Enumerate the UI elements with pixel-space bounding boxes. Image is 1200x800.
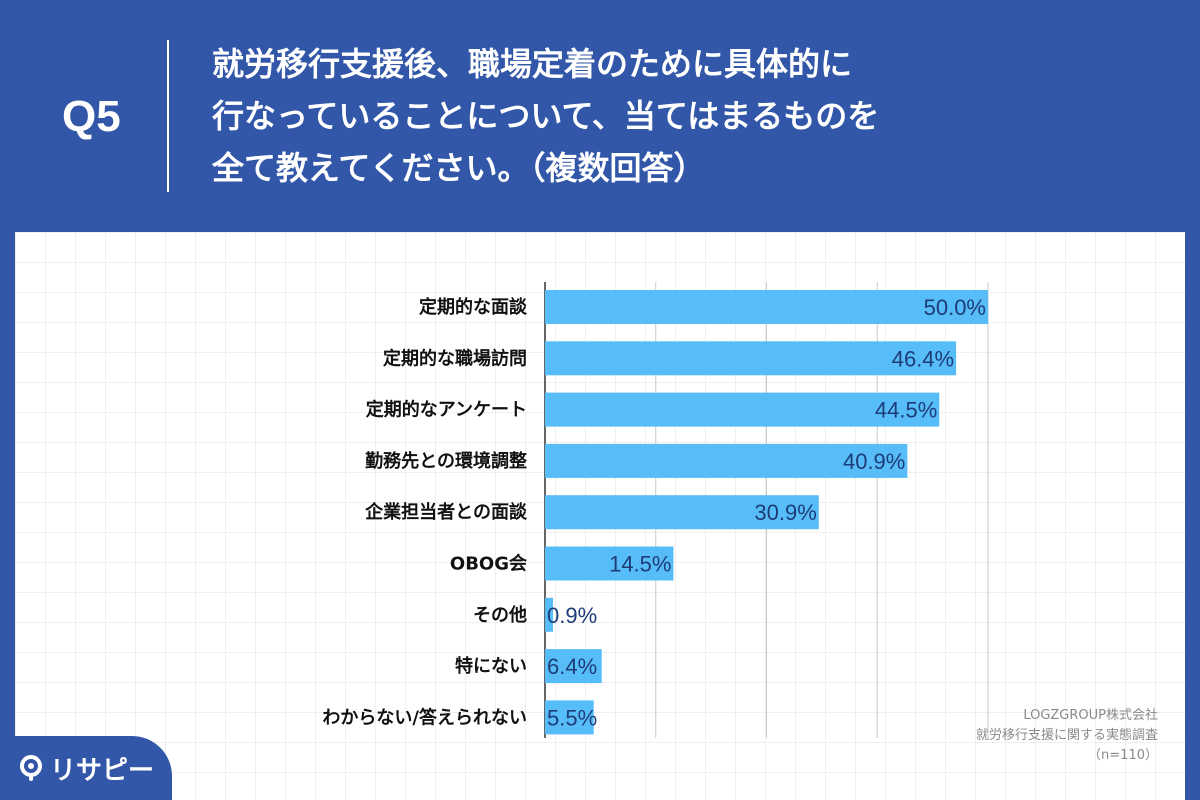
question-line: 全て教えてください。（複数回答） [212, 149, 706, 187]
category-label: 企業担当者との面談 [364, 501, 528, 523]
category-label: 定期的なアンケート [366, 399, 527, 421]
question-line: 行なっていることについて、当てはまるものを [212, 97, 880, 135]
value-label: 5.5% [547, 705, 597, 730]
brand-name: リサピー [50, 756, 155, 786]
bar [545, 546, 674, 581]
source-company: LOGZGROUP株式会社 [1023, 708, 1158, 723]
value-label: 40.9% [843, 449, 905, 474]
value-label: 46.4% [892, 346, 954, 371]
brand-logo: リサピー [0, 736, 172, 800]
bar [545, 341, 957, 376]
bar [545, 392, 940, 427]
category-label: 勤務先との環境調整 [365, 450, 527, 472]
source-note: LOGZGROUP株式会社 就労移行支援に関する実態調査 （n=110） [976, 706, 1158, 766]
category-label: わからない/答えられない [322, 706, 527, 728]
question-number: Q5 [62, 92, 121, 141]
source-survey: 就労移行支援に関する実態調査 [975, 728, 1158, 743]
bar [545, 700, 594, 735]
search-pin-icon [20, 755, 42, 781]
bar [545, 495, 819, 530]
category-label: 特にない [455, 655, 527, 677]
question-text: 就労移行支援後、職場定着のために具体的に 行なっていることについて、当てはまるも… [212, 38, 1172, 194]
category-label: 定期的な職場訪問 [383, 347, 527, 369]
value-label: 30.9% [754, 500, 816, 525]
bar [545, 649, 602, 684]
question-header: Q5 就労移行支援後、職場定着のために具体的に 行なっていることについて、当ては… [0, 0, 1200, 232]
value-label: 14.5% [609, 552, 671, 577]
category-label: OBOG会 [450, 553, 527, 575]
bar [545, 443, 908, 478]
category-label: その他 [473, 604, 527, 626]
bar [545, 597, 553, 632]
bar [545, 290, 988, 324]
category-label: 定期的な面談 [419, 296, 528, 318]
source-sample: （n=110） [1088, 748, 1158, 763]
value-label: 6.4% [547, 654, 597, 679]
value-label: 50.0% [924, 295, 986, 320]
value-label: 0.9% [547, 603, 597, 628]
question-line: 就労移行支援後、職場定着のために具体的に [212, 45, 853, 83]
value-label: 44.5% [875, 398, 937, 423]
header-divider [167, 40, 169, 192]
